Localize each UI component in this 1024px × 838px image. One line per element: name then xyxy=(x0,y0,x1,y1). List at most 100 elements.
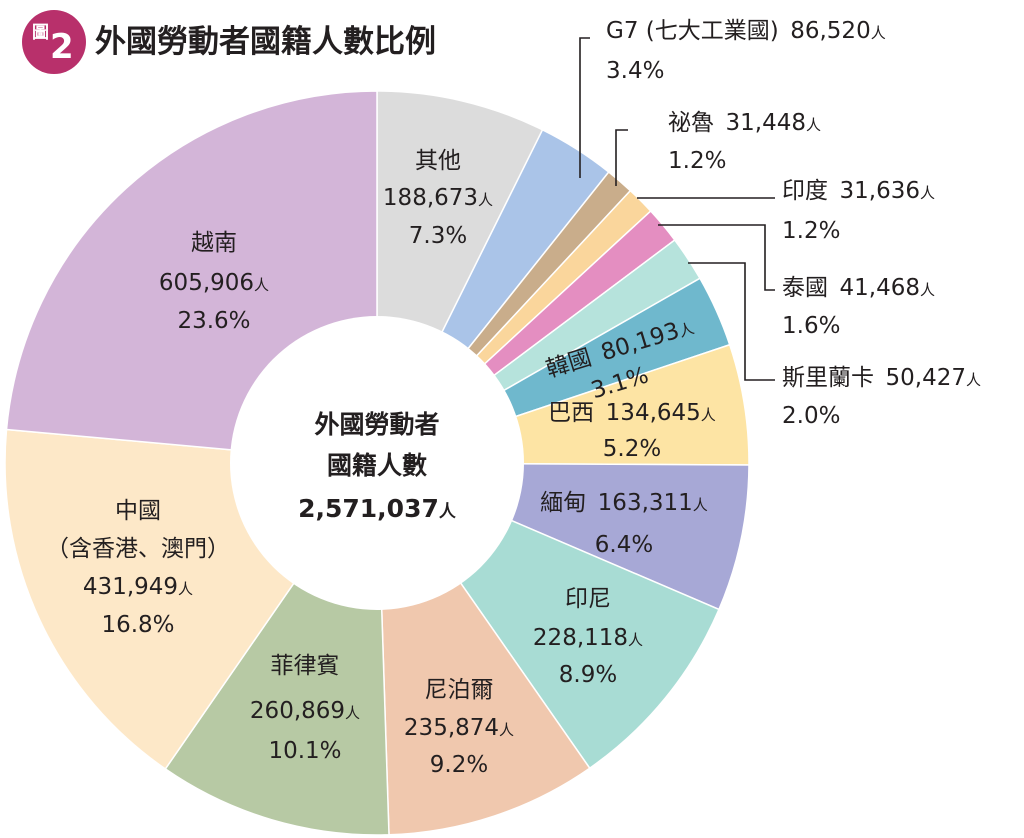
slice-label-g7-labelval: G7 (七大工業國) 86,520人 xyxy=(606,18,886,44)
label-unit: 人 xyxy=(966,371,981,389)
slice-label-philippines-val: 260,869人 xyxy=(250,698,360,724)
label-name: 印度 xyxy=(782,178,840,204)
label-value: 431,949 xyxy=(83,574,178,600)
slice-label-g7-pct: 3.4% xyxy=(606,58,664,84)
label-name: 巴西 xyxy=(548,400,606,426)
label-value: 31,636 xyxy=(840,178,920,204)
label-unit: 人 xyxy=(178,580,193,598)
slice-label-peru-labelval: 祕魯 31,448人 xyxy=(668,110,821,136)
label-value: 50,427 xyxy=(886,365,966,391)
label-unit: 人 xyxy=(499,721,514,739)
leader-line-srilanka xyxy=(688,262,775,381)
label-percent: 1.2% xyxy=(668,148,726,174)
label-unit: 人 xyxy=(254,276,269,294)
slice-label-china-sub: （含香港、澳門） xyxy=(46,536,230,562)
slice-label-china-val: 431,949人 xyxy=(83,574,193,600)
slice-label-other-label: 其他 xyxy=(415,148,461,174)
slice-label-vietnam-val: 605,906人 xyxy=(159,270,269,296)
slice-label-india-pct: 1.2% xyxy=(782,218,840,244)
label-value: 260,869 xyxy=(250,698,345,724)
slice-label-other-pct: 7.3% xyxy=(409,223,467,249)
label-unit: 人 xyxy=(628,631,643,649)
slice-label-sri-lanka-labelval: 斯里蘭卡 50,427人 xyxy=(782,365,981,391)
label-percent: 1.6% xyxy=(782,313,840,339)
slice-label-thailand-labelval: 泰國 41,468人 xyxy=(782,275,935,301)
label-sublabel: （含香港、澳門） xyxy=(46,536,230,562)
label-unit: 人 xyxy=(806,116,821,134)
slice-label-philippines-pct: 10.1% xyxy=(268,738,341,764)
label-name: 祕魯 xyxy=(668,110,726,136)
slice-label-indonesia-val: 228,118人 xyxy=(533,625,643,651)
label-percent: 3.4% xyxy=(606,58,664,84)
slice-label-indonesia-label: 印尼 xyxy=(565,586,611,612)
slice-label-other-val: 188,673人 xyxy=(383,185,493,211)
donut-hole xyxy=(230,316,524,610)
leader-line-thailand xyxy=(658,224,775,291)
label-percent: 9.2% xyxy=(430,752,488,778)
label-percent: 1.2% xyxy=(782,218,840,244)
chart-title: 外國勞動者國籍人數比例 xyxy=(95,24,436,60)
label-unit: 人 xyxy=(677,319,697,341)
label-name: 中國 xyxy=(115,498,161,524)
slice-label-vietnam-pct: 23.6% xyxy=(177,308,250,334)
label-value: 235,874 xyxy=(404,715,499,741)
slice-label-myanmar-pct: 6.4% xyxy=(595,532,653,558)
label-name: 其他 xyxy=(415,148,461,174)
leader-line-peru xyxy=(615,129,628,186)
label-name: 斯里蘭卡 xyxy=(782,365,886,391)
label-name: 緬甸 xyxy=(540,490,598,516)
label-unit: 人 xyxy=(701,406,716,424)
slice-label-brazil-pct: 5.2% xyxy=(603,436,661,462)
label-value: 41,468 xyxy=(840,275,920,301)
figure-badge-number: 2 xyxy=(50,27,74,67)
slice-label-brazil-labelval: 巴西 134,645人 xyxy=(548,400,716,426)
leader-lines xyxy=(579,37,775,381)
slice-label-nepal-label: 尼泊爾 xyxy=(425,677,494,703)
label-percent: 7.3% xyxy=(409,223,467,249)
label-unit: 人 xyxy=(920,281,935,299)
label-unit: 人 xyxy=(920,184,935,202)
label-value: 228,118 xyxy=(533,625,628,651)
label-value: 605,906 xyxy=(159,270,254,296)
slice-label-philippines-label: 菲律賓 xyxy=(271,653,340,679)
label-percent: 6.4% xyxy=(595,532,653,558)
label-value: 86,520 xyxy=(790,18,870,44)
slice-label-nepal-val: 235,874人 xyxy=(404,715,514,741)
slice-label-indonesia-pct: 8.9% xyxy=(559,662,617,688)
label-percent: 23.6% xyxy=(177,308,250,334)
label-name: 越南 xyxy=(191,230,237,256)
slice-label-vietnam-label: 越南 xyxy=(191,230,237,256)
label-name: 泰國 xyxy=(782,275,840,301)
label-value: 31,448 xyxy=(726,110,806,136)
center-total-unit: 人 xyxy=(439,502,457,522)
chart-header: 圖 2 外國勞動者國籍人數比例 xyxy=(22,10,436,74)
label-percent: 8.9% xyxy=(559,662,617,688)
label-value: 134,645 xyxy=(606,400,701,426)
figure-badge-icon xyxy=(22,10,86,74)
slice-label-nepal-pct: 9.2% xyxy=(430,752,488,778)
label-percent: 5.2% xyxy=(603,436,661,462)
label-percent: 10.1% xyxy=(268,738,341,764)
center-total: 2,571,037人 xyxy=(298,494,457,523)
slice-label-sri-lanka-pct: 2.0% xyxy=(782,403,840,429)
center-label-line1: 外國勞動者 xyxy=(314,410,439,439)
label-unit: 人 xyxy=(693,496,708,514)
center-total-value: 2,571,037 xyxy=(298,494,439,523)
slice-label-india-labelval: 印度 31,636人 xyxy=(782,178,935,204)
label-unit: 人 xyxy=(478,191,493,209)
label-name: 印尼 xyxy=(565,586,611,612)
label-percent: 2.0% xyxy=(782,403,840,429)
slice-label-peru-pct: 1.2% xyxy=(668,148,726,174)
slice-label-china-label: 中國 xyxy=(115,498,161,524)
label-name: 尼泊爾 xyxy=(425,677,494,703)
label-value: 163,311 xyxy=(598,490,693,516)
figure-badge-text: 圖 xyxy=(32,23,49,43)
label-unit: 人 xyxy=(871,24,886,42)
label-name: G7 (七大工業國) xyxy=(606,18,790,44)
label-value: 188,673 xyxy=(383,185,478,211)
center-label-line2: 國籍人數 xyxy=(327,451,427,480)
label-name: 菲律賓 xyxy=(271,653,340,679)
slice-label-china-pct: 16.8% xyxy=(101,612,174,638)
slice-label-myanmar-labelval: 緬甸 163,311人 xyxy=(540,490,708,516)
